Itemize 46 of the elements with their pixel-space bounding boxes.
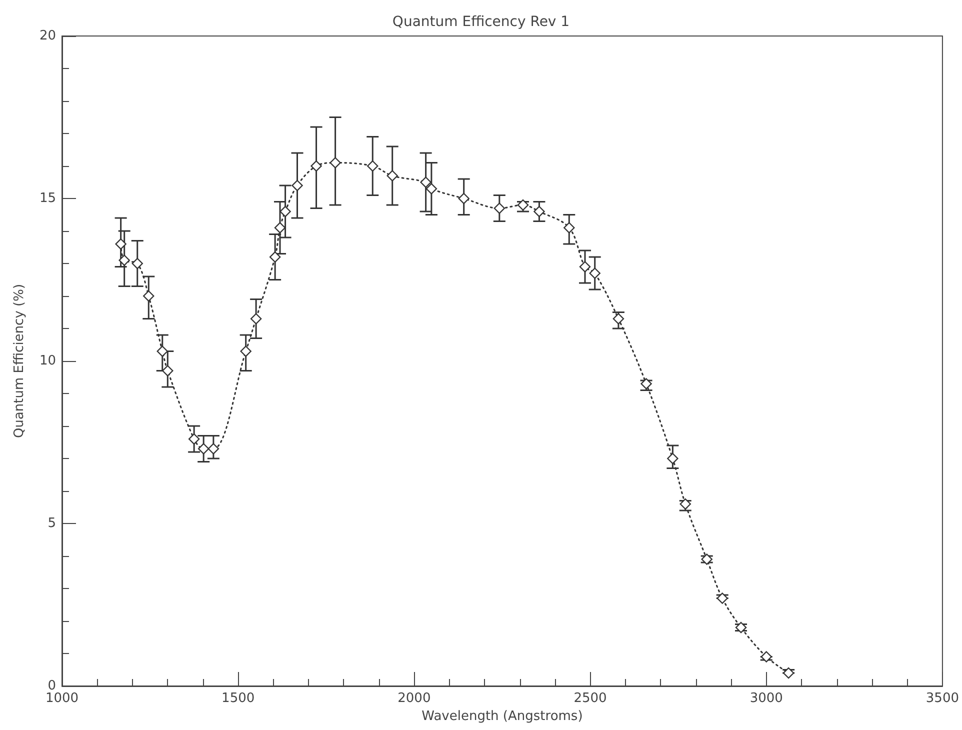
point [420,176,432,188]
x-tick-label: 2500 [574,691,607,706]
point [310,160,322,172]
x-tick-label: 1500 [222,691,255,706]
point [132,258,143,270]
y-tick-label: 20 [39,28,56,44]
x-tick-label: 3000 [750,691,783,706]
y-tick-label: 0 [48,678,56,694]
point [188,433,200,445]
x-tick-label: 1000 [45,691,79,706]
x-axis-title: Wavelength (Angstroms) [422,708,583,724]
y-axis-title: Quantum Efficiency (%) [12,284,27,438]
y-tick-label: 5 [48,516,56,531]
point [426,183,438,194]
point [760,651,772,662]
point [208,443,220,454]
point [198,443,210,454]
y-tick-label: 15 [39,191,56,206]
point [589,268,600,279]
point [667,452,678,464]
point [250,313,262,324]
point [579,261,591,272]
point [156,346,168,357]
point [367,160,378,172]
point [612,313,624,324]
point [330,157,341,168]
point [782,667,794,679]
point [162,365,174,376]
point [143,290,154,302]
x-tick-label: 2000 [398,691,431,706]
point [115,238,126,250]
point [494,202,506,214]
point [292,180,303,192]
point [240,346,252,357]
point [280,206,291,218]
point [118,254,130,266]
point [386,170,398,182]
point [534,206,545,218]
point [269,251,281,263]
x-tick-label: 3500 [926,691,960,706]
point [274,222,286,234]
y-tick-label: 10 [39,354,56,368]
point [458,192,470,204]
chart-title: Quantum Efficency Rev 1 [392,14,570,30]
point [564,222,575,234]
point [716,592,728,604]
